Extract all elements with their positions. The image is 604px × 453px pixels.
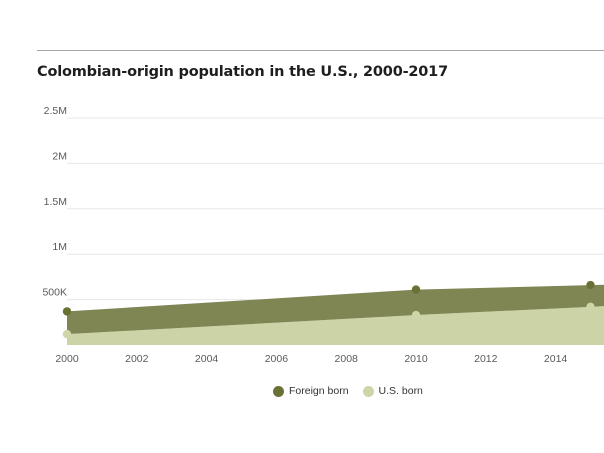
legend: Foreign born U.S. born: [273, 385, 437, 397]
legend-label-us-born: U.S. born: [378, 385, 423, 397]
x-tick-label: 2000: [55, 353, 79, 365]
chart-area: 500K 1M 1.5M 2M 2.5M 2000 2002 2004 2006 2008 2010…: [42, 105, 604, 365]
y-tick-label: 1M: [52, 241, 67, 253]
marker-foreign-born[interactable]: [62, 307, 72, 316]
legend-swatch-us-born: [362, 385, 374, 397]
y-tick-label: 1.5M: [44, 196, 67, 208]
x-tick-label: 2004: [195, 353, 219, 365]
x-tick-label: 2012: [474, 353, 498, 365]
marker-foreign-born[interactable]: [411, 285, 421, 294]
legend-label-foreign-born: Foreign born: [289, 385, 349, 397]
legend-swatch-foreign-born: [273, 385, 284, 397]
y-tick-label: 500K: [42, 287, 67, 299]
legend-item-foreign-born[interactable]: Foreign born: [273, 385, 349, 397]
marker-foreign-born[interactable]: [586, 280, 595, 290]
marker-us-born[interactable]: [62, 329, 72, 339]
chart-title: Colombian-origin population in the U.S.,…: [37, 64, 448, 80]
marker-us-born[interactable]: [411, 310, 421, 320]
marker-us-born[interactable]: [586, 302, 595, 312]
area-foreign-born: [67, 284, 604, 335]
area-us-born: [67, 306, 604, 345]
x-tick-label: 2008: [335, 353, 359, 365]
legend-item-us-born[interactable]: U.S. born: [362, 385, 423, 397]
x-tick-label: 2010: [404, 353, 428, 365]
x-tick-label: 2002: [125, 353, 149, 365]
y-tick-label: 2.5M: [44, 105, 67, 117]
x-tick-label: 2014: [544, 353, 568, 365]
top-rule: [37, 50, 604, 51]
y-tick-label: 2M: [52, 150, 67, 162]
x-tick-label: 2006: [265, 353, 289, 365]
